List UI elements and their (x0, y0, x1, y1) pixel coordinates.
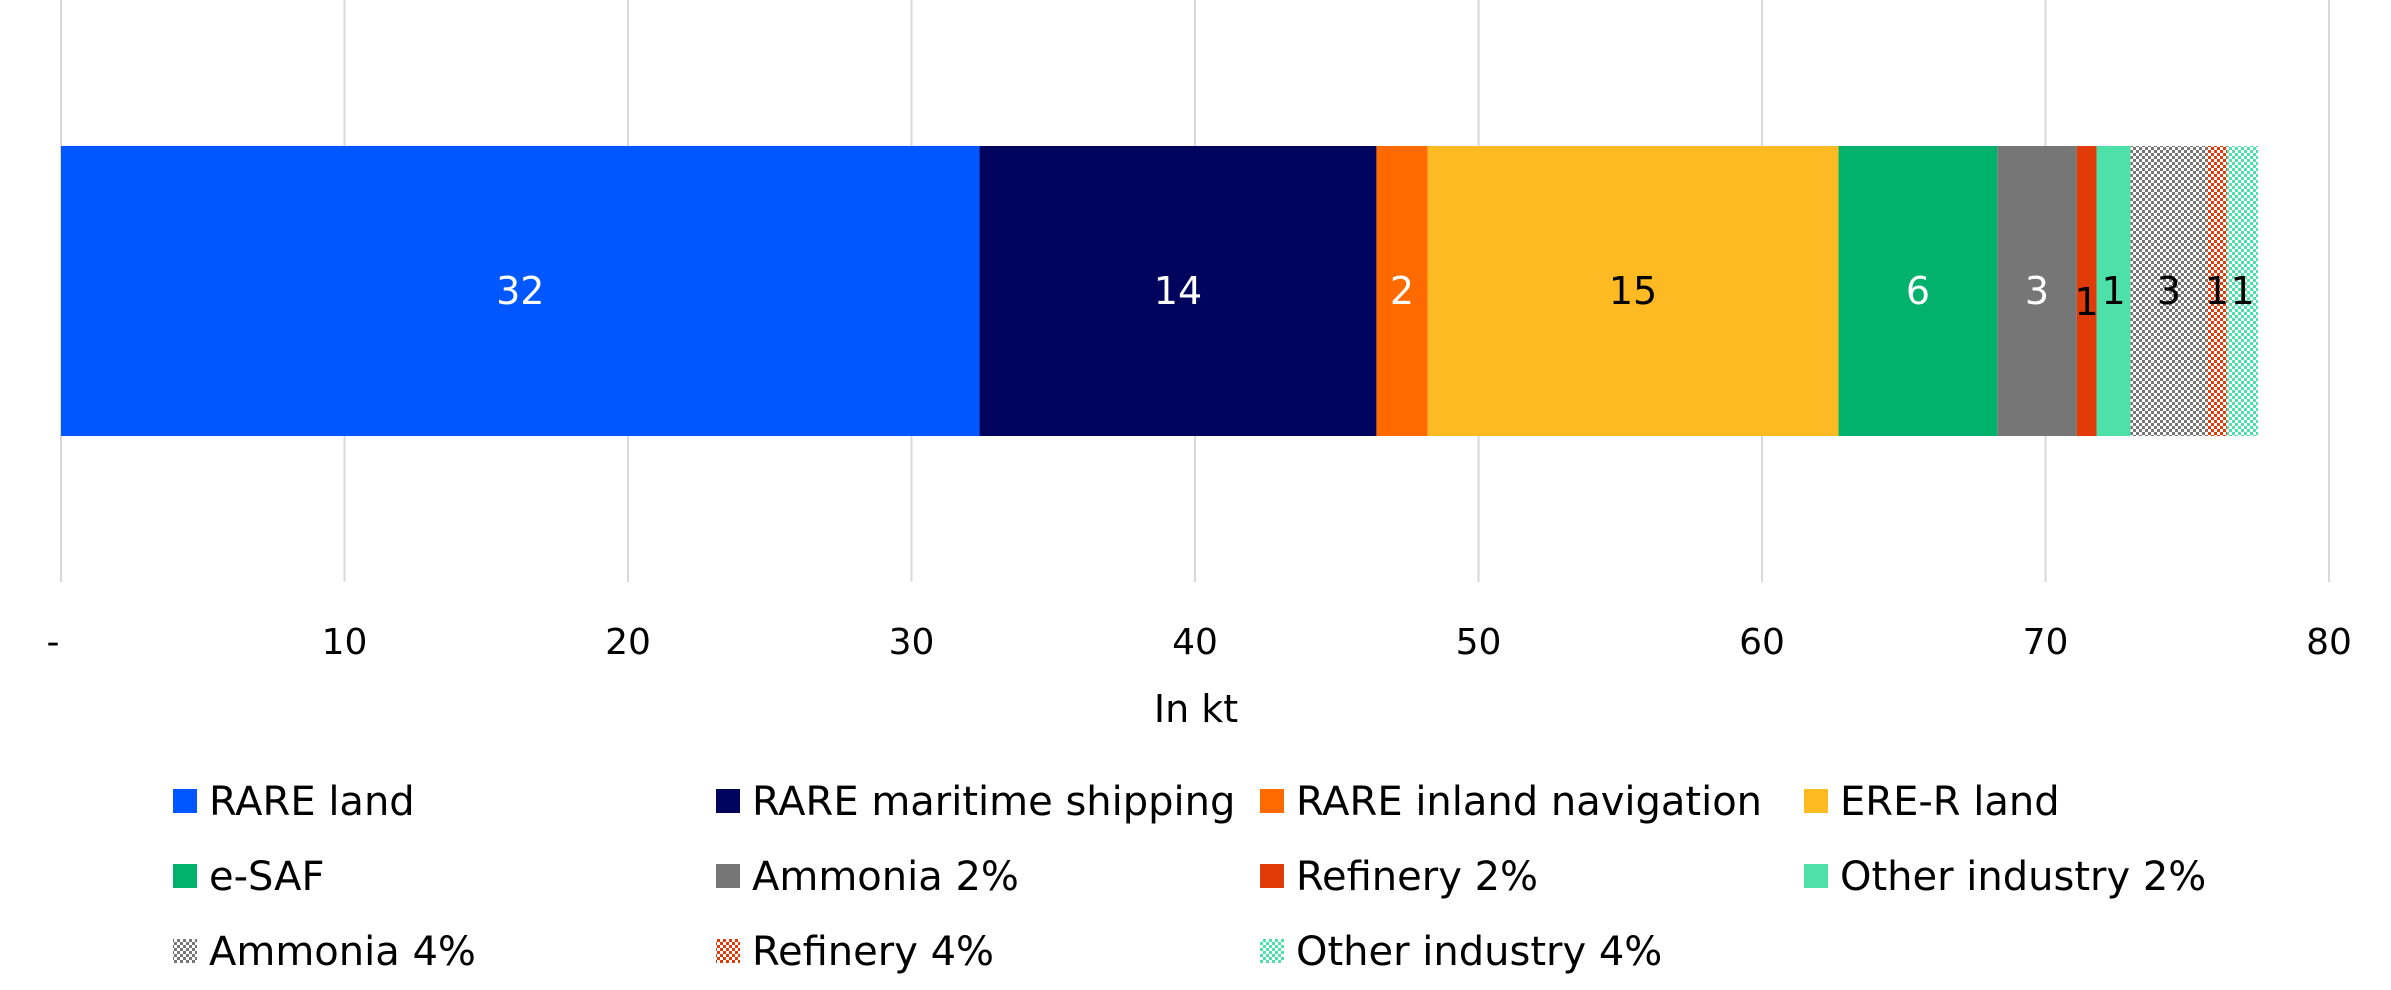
legend-item-ammonia-4pct: Ammonia 4% (173, 929, 476, 975)
bar-segment-other-industry-2pct (2096, 146, 2131, 436)
legend-item-refinery-2pct: Refinery 2% (1260, 854, 1538, 900)
legend-swatch (173, 864, 197, 888)
x-tick-label: 60 (1739, 622, 1785, 663)
data-label-refinery-4pct: 1 (2205, 269, 2229, 313)
x-tick-label: 50 (1456, 622, 1502, 663)
data-label-rare-maritime-shipping: 14 (1154, 269, 1202, 313)
legend-label: Refinery 4% (752, 929, 994, 975)
x-tick-label: 10 (322, 622, 368, 663)
legend-swatch (1260, 864, 1284, 888)
bar-segment-e-saf (1838, 146, 1998, 436)
data-label-ammonia-2pct: 3 (2025, 269, 2049, 313)
legend-label: ERE-R land (1840, 779, 2060, 825)
x-tick-label: 80 (2306, 622, 2352, 663)
data-label-ammonia-4pct: 3 (2157, 269, 2181, 313)
legend-swatch (716, 939, 740, 963)
legend-swatch (173, 939, 197, 963)
legend-label: Ammonia 4% (209, 929, 476, 975)
bar-segment-refinery-4pct (2207, 146, 2227, 436)
bar-segment-rare-inland-navigation (1376, 146, 1428, 436)
bar-segment-ere-r-land (1427, 146, 1839, 436)
legend-item-refinery-4pct: Refinery 4% (716, 929, 994, 975)
bar-segment-rare-maritime-shipping (979, 146, 1377, 436)
data-label-rare-inland-navigation: 2 (1390, 269, 1414, 313)
data-label-other-industry-2pct: 1 (2101, 269, 2125, 313)
data-label-rare-land: 32 (496, 269, 544, 313)
legend-item-other-industry-2pct: Other industry 2% (1804, 854, 2206, 900)
x-axis-ticks: - 10 20 30 40 50 60 70 80 (47, 622, 2352, 663)
legend-swatch (1804, 789, 1828, 813)
legend-swatch (716, 864, 740, 888)
legend-swatch (173, 789, 197, 813)
legend-label: Refinery 2% (1296, 854, 1538, 900)
legend-swatch (1260, 789, 1284, 813)
legend-label: Other industry 2% (1840, 854, 2206, 900)
data-label-refinery-2pct: 1 (2075, 280, 2099, 324)
x-tick-label: 30 (889, 622, 935, 663)
legend-item-rare-land: RARE land (173, 779, 415, 825)
data-label-ere-r-land: 15 (1609, 269, 1657, 313)
legend-swatch (716, 789, 740, 813)
x-tick-label: 40 (1172, 622, 1218, 663)
legend-item-e-saf: e-SAF (173, 854, 325, 900)
x-tick-label: 70 (2023, 622, 2069, 663)
bar-segments (61, 146, 2259, 436)
legend-label: Other industry 4% (1296, 929, 1662, 975)
data-label-e-saf: 6 (1906, 269, 1930, 313)
legend: RARE land RARE maritime shipping RARE inla… (173, 779, 2206, 975)
x-tick-label: - (47, 622, 60, 663)
bar-segment-other-industry-4pct (2226, 146, 2259, 436)
legend-item-rare-maritime-shipping: RARE maritime shipping (716, 779, 1235, 825)
legend-label: Ammonia 2% (752, 854, 1019, 900)
bar-segment-refinery-2pct (2076, 146, 2097, 436)
x-axis-title: In kt (1154, 687, 1238, 731)
legend-item-rare-inland-navigation: RARE inland navigation (1260, 779, 1762, 825)
legend-label: e-SAF (209, 854, 325, 900)
legend-swatch (1260, 939, 1284, 963)
x-tick-label: 20 (605, 622, 651, 663)
data-label-other-industry-4pct: 1 (2230, 269, 2254, 313)
segment-labels: 32 14 2 15 6 3 1 1 3 1 1 (496, 269, 2255, 324)
bar-segment-rare-land (61, 146, 980, 436)
bar-segment-ammonia-2pct (1997, 146, 2077, 436)
legend-label: RARE land (209, 779, 415, 825)
legend-swatch (1804, 864, 1828, 888)
legend-item-ere-r-land: ERE-R land (1804, 779, 2060, 825)
legend-item-other-industry-4pct: Other industry 4% (1260, 929, 1662, 975)
legend-label: RARE inland navigation (1296, 779, 1762, 825)
legend-item-ammonia-2pct: Ammonia 2% (716, 854, 1019, 900)
legend-label: RARE maritime shipping (752, 779, 1235, 825)
bar-segment-ammonia-4pct (2130, 146, 2208, 436)
